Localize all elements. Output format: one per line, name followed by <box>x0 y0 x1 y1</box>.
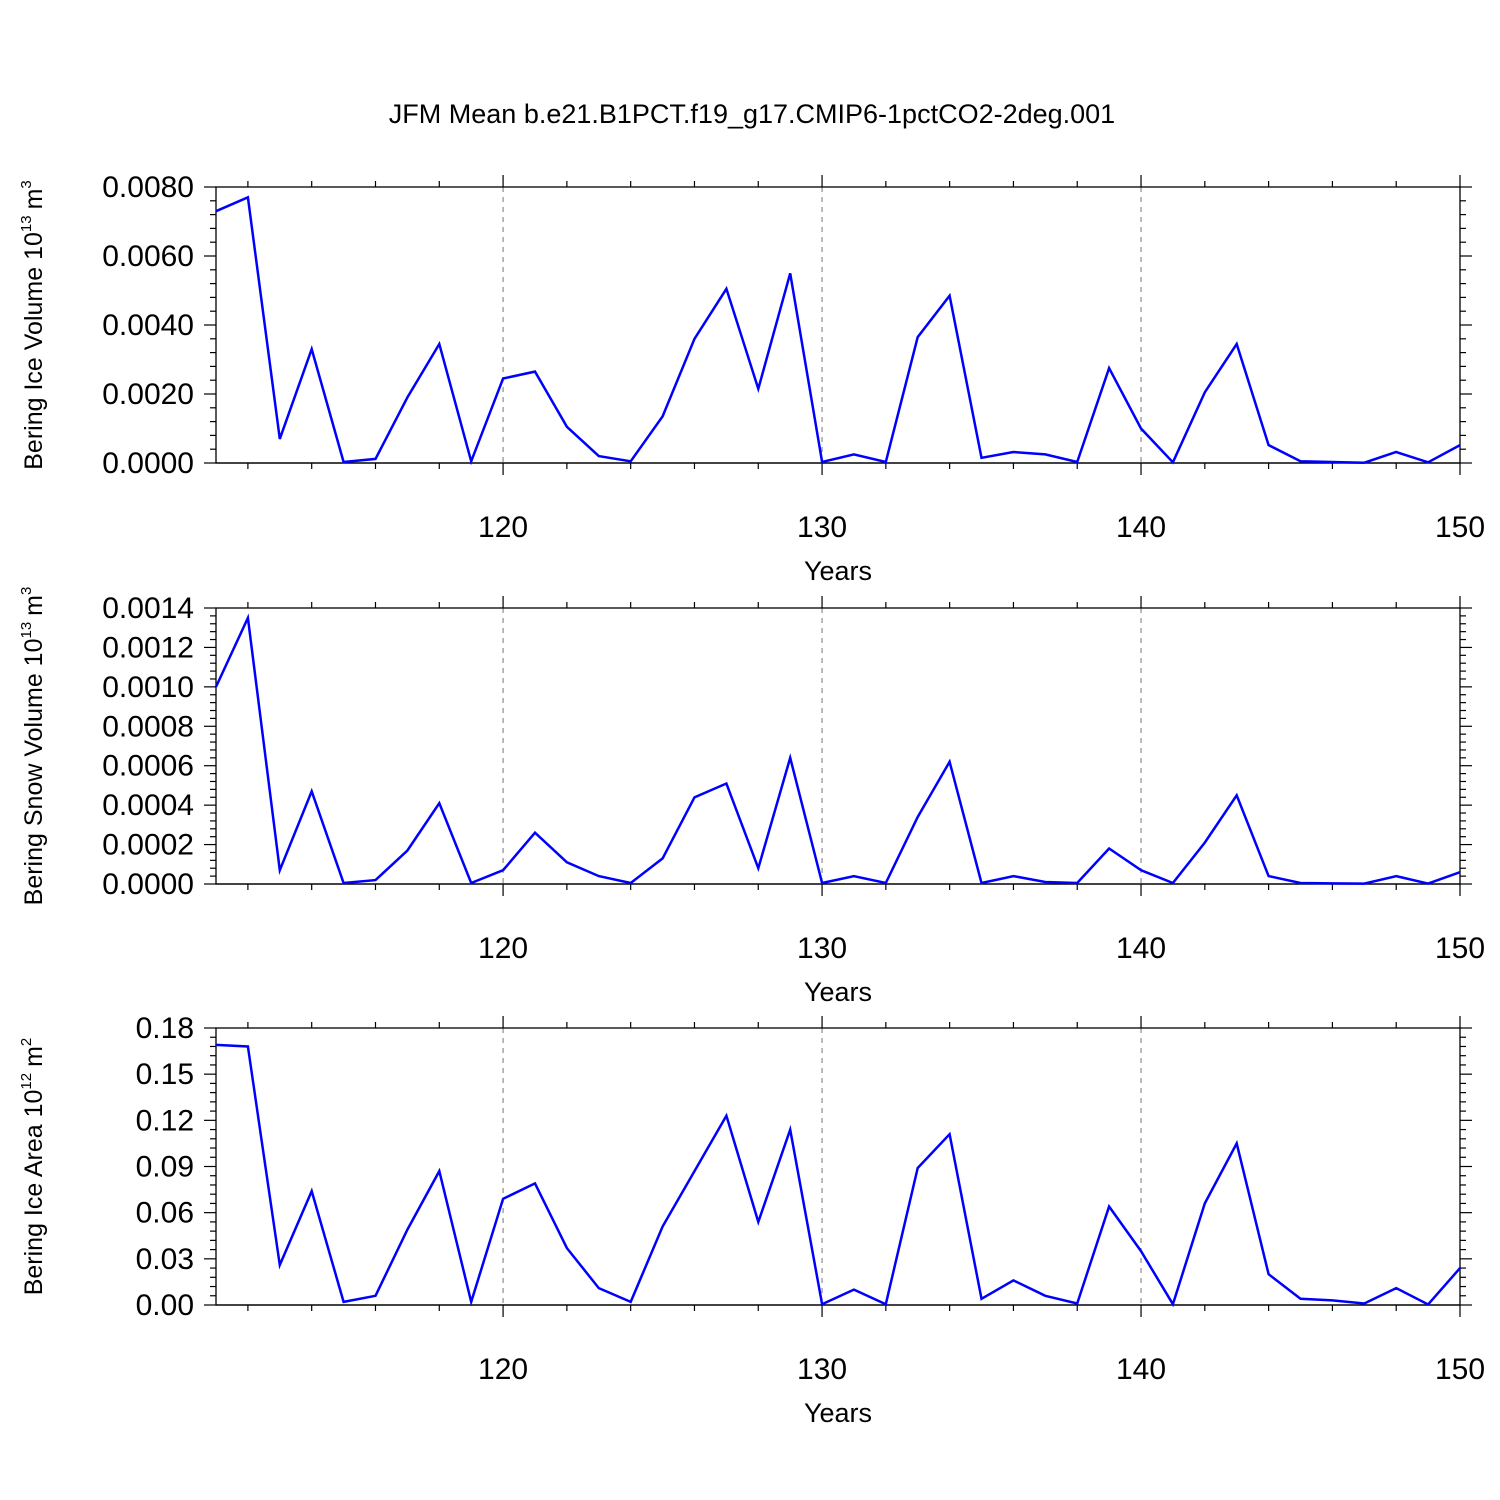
panel-2-ytick-label: 0.0000 <box>102 868 194 901</box>
panel-3-ylabel-main: Bering Ice Area 10 <box>20 1090 48 1296</box>
panel-1-ylabel-main: Bering Ice Volume 10 <box>20 232 48 470</box>
panel-3-ytick-label: 0.03 <box>136 1243 194 1276</box>
panel-2-ytick-label: 0.0004 <box>102 789 194 822</box>
panel-2-ylabel: Bering Snow Volume 1013 m3 <box>18 587 48 906</box>
panel-3-ytick-label: 0.00 <box>136 1289 194 1322</box>
panel-2-xtick-label: 120 <box>478 932 528 965</box>
panels: 0.0000 0.0020 0.0040 0.0060 0.0080 120 130 140 1… <box>18 171 1485 1428</box>
panel-1: 0.0000 0.0020 0.0040 0.0060 0.0080 120 130 140 1… <box>18 171 1485 586</box>
panel-2-series-line <box>214 613 1461 885</box>
panel-3-ytick-label: 0.06 <box>136 1197 194 1230</box>
panel-2-xtick-label: 130 <box>797 932 847 965</box>
panel-1-xtick-label: 120 <box>478 511 528 544</box>
panel-3-ylabel-exp: 12 <box>18 1073 35 1090</box>
panel-3-ylabel-unit-exp: 2 <box>18 1038 35 1046</box>
panel-2-ytick-label: 0.0008 <box>102 710 194 743</box>
panel-2-xtick-label: 140 <box>1116 932 1166 965</box>
panel-3-ylabel: Bering Ice Area 1012 m2 <box>18 1038 48 1296</box>
panel-1-ytick-label: 0.0060 <box>102 240 194 273</box>
panel-3-ytick-label: 0.15 <box>136 1058 194 1091</box>
panel-1-xtick-label: 130 <box>797 511 847 544</box>
panel-2-frame <box>215 607 1461 885</box>
panel-3: 0.00 0.03 0.06 0.09 0.12 0.15 0.18 120 130 140 150… <box>18 1012 1485 1428</box>
panel-1-ylabel-unit-exp: 3 <box>18 180 35 188</box>
panel-3-xtick-label: 120 <box>478 1353 528 1386</box>
panel-2-ytick-label: 0.0002 <box>102 829 194 862</box>
panel-2-ytick-label: 0.0012 <box>102 631 194 664</box>
panel-2-ytick-label: 0.0006 <box>102 750 194 783</box>
panel-1-xlabel: Years <box>804 556 872 586</box>
panel-3-ytick-label: 0.12 <box>136 1104 194 1137</box>
panel-1-ylabel-unit: m <box>20 189 48 210</box>
panel-1-ylabel: Bering Ice Volume 1013 m3 <box>18 180 48 470</box>
panel-1-ytick-label: 0.0020 <box>102 378 194 411</box>
panel-2-ylabel-unit-exp: 3 <box>18 587 35 595</box>
panel-3-series-line <box>215 1043 1461 1308</box>
panel-2-ytick-label: 0.0010 <box>102 671 194 704</box>
panel-2-xtick-label: 150 <box>1435 932 1485 965</box>
panel-3-xtick-label: 150 <box>1435 1353 1485 1386</box>
panel-3-xtick-label: 140 <box>1116 1353 1166 1386</box>
panel-3-xtick-label: 130 <box>797 1353 847 1386</box>
panel-1-ytick-label: 0.0040 <box>102 309 194 342</box>
panel-3-ytick-label: 0.09 <box>136 1151 194 1184</box>
panel-3-xlabel: Years <box>804 1398 872 1428</box>
panel-1-series-line <box>215 195 1461 466</box>
panel-1-ytick-label: 0.0000 <box>102 447 194 480</box>
panel-2-ytick-label: 0.0014 <box>102 592 194 625</box>
panel-1-xtick-label: 150 <box>1435 511 1485 544</box>
panel-1-xtick-label: 140 <box>1116 511 1166 544</box>
figure-title: JFM Mean b.e21.B1PCT.f19_g17.CMIP6-1pctC… <box>389 99 1115 129</box>
panel-2: 0.0000 0.0002 0.0004 0.0006 0.0008 0.0010 0.00… <box>18 587 1485 1007</box>
panel-2-ylabel-exp: 13 <box>18 622 35 639</box>
panel-3-ylabel-unit: m <box>20 1046 48 1067</box>
panel-1-ylabel-exp: 13 <box>18 215 35 232</box>
panel-2-ylabel-main: Bering Snow Volume 10 <box>20 639 48 906</box>
panel-3-ytick-label: 0.18 <box>136 1012 194 1045</box>
panel-1-ytick-label: 0.0080 <box>102 171 194 204</box>
panel-2-ylabel-unit: m <box>20 595 48 616</box>
panel-2-xlabel: Years <box>804 977 872 1007</box>
